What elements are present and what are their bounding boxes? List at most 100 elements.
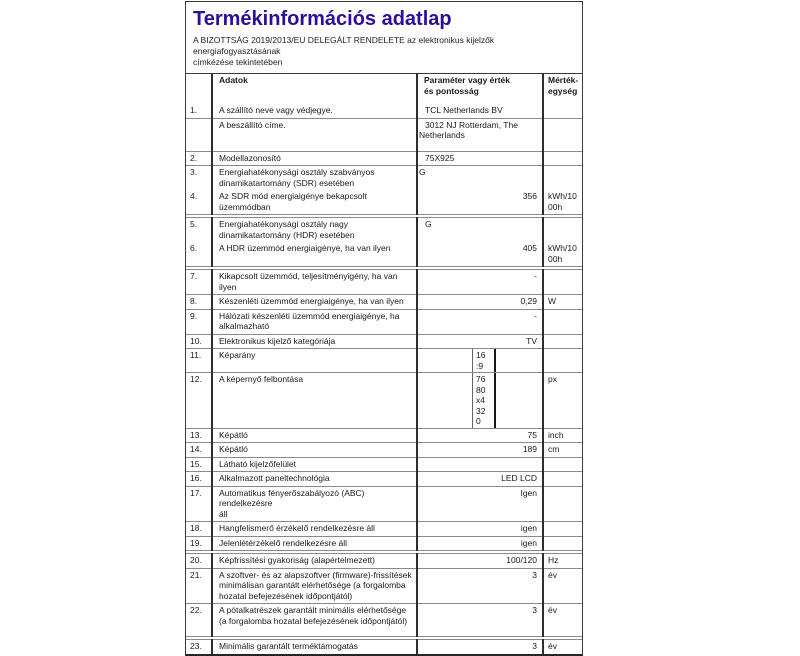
separator-cell	[186, 214, 582, 218]
row-number: 21.	[186, 568, 213, 604]
row-number: 18.	[186, 521, 213, 537]
row-unit: inch	[543, 428, 582, 443]
row-value: 75X925	[417, 151, 544, 166]
row-label: A képernyő felbontása	[212, 372, 418, 429]
table-row: A beszállító címe. 3012 NJ Rotterdam, The…	[186, 118, 582, 152]
row-value: 75	[417, 428, 544, 443]
value-box: 76 80 x4 32 0	[472, 373, 496, 428]
col-header-unit: Mérték- egység	[548, 75, 579, 96]
row-label: Látható kijelzőfelület	[212, 457, 418, 472]
row-label: Képfrissítési gyakoriság (alapértelmezet…	[212, 553, 418, 569]
row-number: 15.	[186, 457, 213, 472]
row-number: 19.	[186, 536, 213, 551]
row-label: A HDR üzemmód energiaigénye, ha van ilye…	[212, 242, 418, 267]
row-value: LED LCD	[417, 471, 544, 487]
row-number: 9.	[186, 309, 213, 335]
table-row: 19. Jelenlétérzékelő rendelkezésre áll ige…	[186, 536, 582, 551]
row-number: 7.	[186, 269, 213, 295]
row-number: 13.	[186, 428, 213, 443]
row-unit: kWh/10 00h	[543, 190, 582, 215]
separator-cell	[186, 550, 582, 554]
row-unit	[543, 471, 582, 487]
row-value: 100/120	[417, 553, 544, 569]
row-label: Alkalmazott paneltechnológia	[212, 471, 418, 487]
row-unit: kWh/10 00h	[543, 242, 582, 267]
row-label: Képátló	[212, 428, 418, 443]
row-unit	[543, 104, 582, 119]
row-value: 76 80 x4 32 0	[417, 372, 544, 429]
row-unit	[543, 457, 582, 472]
row-number: 12.	[186, 372, 213, 429]
row-value: G	[417, 165, 544, 190]
table-row: 15. Látható kijelzőfelület	[186, 457, 582, 472]
row-value: 356	[417, 190, 544, 215]
row-value: -	[417, 269, 544, 295]
row-number: 10.	[186, 334, 213, 349]
section-separator	[186, 214, 582, 218]
row-number: 8.	[186, 294, 213, 310]
row-unit	[543, 521, 582, 537]
row-number: 23.	[186, 639, 213, 654]
table-row: 3. Energiahatékonysági osztály szabványos…	[186, 165, 582, 190]
row-label: Képarány	[212, 348, 418, 373]
row-label: A szoftver- és az alapszoftver (firmware…	[212, 568, 418, 604]
row-label: Az SDR mód energiaigénye bekapcsolt üzem…	[212, 190, 418, 215]
row-label: Hangfelismerő érzékelő rendelkezésre áll	[212, 521, 418, 537]
row-unit: Hz	[543, 553, 582, 569]
table-row: 7. Kikapcsolt üzemmód, teljesítményigény,…	[186, 269, 582, 295]
row-number: 20.	[186, 553, 213, 569]
header-corner-cell	[186, 73, 213, 104]
row-unit	[543, 334, 582, 349]
row-label: Modellazonosító	[212, 151, 418, 166]
row-value: igen	[417, 521, 544, 537]
table-row: 14. Képátló 189 cm	[186, 442, 582, 458]
row-label: Energiahatékonysági osztály nagy dinamik…	[212, 217, 418, 242]
row-number: 3.	[186, 165, 213, 190]
row-label: Minimális garantált terméktámogatás	[212, 639, 418, 654]
row-unit	[543, 348, 582, 373]
row-label: A pótalkatrészek garantált minimális elé…	[212, 603, 418, 637]
row-unit: W	[543, 294, 582, 310]
row-label: Energiahatékonysági osztály szabványos d…	[212, 165, 418, 190]
row-number: 22.	[186, 603, 213, 637]
row-value: 405	[417, 242, 544, 267]
row-number: 6.	[186, 242, 213, 267]
datasheet-table: Adatok Paraméter vagy érték és pontosság…	[186, 73, 582, 654]
row-number: 4.	[186, 190, 213, 215]
row-unit: év	[543, 568, 582, 604]
table-row: 18. Hangfelismerő érzékelő rendelkezésre …	[186, 521, 582, 537]
row-unit	[543, 269, 582, 295]
row-label: A szállító neve vagy védjegye.	[212, 104, 418, 119]
row-unit: px	[543, 372, 582, 429]
row-unit	[543, 309, 582, 335]
table-row: 12. A képernyő felbontása 76 80 x4 32 0 px	[186, 372, 582, 429]
value-box: 16 :9	[472, 349, 496, 372]
product-datasheet: Termékinformációs adatlap A BIZOTTSÁG 20…	[185, 1, 583, 656]
row-value: 3	[417, 568, 544, 604]
table-row: 22. A pótalkatrészek garantált minimális …	[186, 603, 582, 637]
table-header-row: Adatok Paraméter vagy érték és pontosság…	[186, 73, 582, 104]
table-row: 6. A HDR üzemmód energiaigénye, ha van il…	[186, 242, 582, 267]
row-number: 17.	[186, 486, 213, 522]
table-row: 23. Minimális garantált terméktámogatás 3 é…	[186, 639, 582, 654]
table-row: 8. Készenléti üzemmód energiaigénye, ha v…	[186, 294, 582, 310]
row-unit: év	[543, 603, 582, 637]
row-value: Igen	[417, 486, 544, 522]
page-subtitle: A BIZOTTSÁG 2019/2013/EU DELEGÁLT RENDEL…	[193, 35, 495, 67]
table-row: 10. Elektronikus kijelző kategóriája TV	[186, 334, 582, 349]
row-label: Automatikus fényerőszabályozó (ABC) rend…	[212, 486, 418, 522]
row-number: 16.	[186, 471, 213, 487]
table-row: 20. Képfrissítési gyakoriság (alapértelme…	[186, 553, 582, 569]
table-row: 13. Képátló 75 inch	[186, 428, 582, 443]
row-unit	[543, 486, 582, 522]
table-row: 11. Képarány 16 :9	[186, 348, 582, 373]
row-value: TCL Netherlands BV	[417, 104, 544, 119]
row-value: G	[417, 217, 544, 242]
row-number: 14.	[186, 442, 213, 458]
col-header-adatok: Adatok	[212, 73, 418, 104]
row-label: Képátló	[212, 442, 418, 458]
table-row: 21. A szoftver- és az alapszoftver (firmw…	[186, 568, 582, 604]
table-row: 1. A szállító neve vagy védjegye. TCL Neth…	[186, 104, 582, 119]
row-value: 0,29	[417, 294, 544, 310]
row-number: 11.	[186, 348, 213, 373]
